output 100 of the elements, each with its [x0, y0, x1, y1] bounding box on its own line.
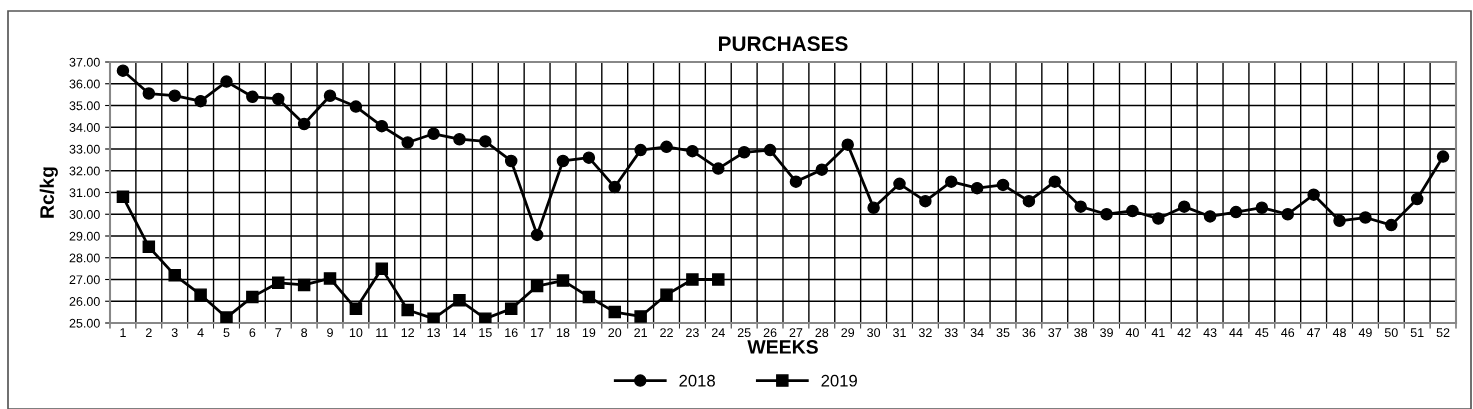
point: [867, 201, 880, 214]
x-tick-label: 48: [1332, 328, 1346, 338]
x-tick-label: 3: [171, 328, 178, 338]
point: [401, 303, 414, 317]
y-tick-label: 26.00: [69, 297, 100, 306]
point: [1307, 188, 1320, 201]
point: [297, 117, 311, 131]
point: [1100, 207, 1113, 221]
point: [271, 276, 285, 290]
point: [530, 279, 544, 293]
y-tick-label: 37.00: [69, 57, 100, 67]
point: [815, 163, 829, 176]
point: [1074, 200, 1087, 213]
x-tick-label: 27: [789, 328, 803, 337]
point: [1385, 218, 1398, 232]
x-tick-label: 12: [401, 328, 414, 337]
point: [763, 143, 777, 157]
x-tick-label: 9: [327, 328, 333, 338]
x-tick-label: 40: [1125, 328, 1139, 338]
x-tick-label: 43: [1203, 328, 1217, 338]
x-tick-label: 50: [1384, 328, 1398, 338]
point: [349, 302, 363, 316]
point: [1255, 201, 1269, 214]
x-axis-title: WEEKS: [747, 340, 818, 354]
point: [1152, 212, 1165, 225]
x-tick-label: 34: [970, 328, 984, 338]
x-tick-label: 10: [349, 328, 363, 338]
x-tick-label: 14: [453, 328, 467, 337]
point: [1410, 192, 1424, 206]
y-tick-label: 25.00: [69, 318, 100, 328]
point: [194, 94, 207, 108]
point: [323, 89, 337, 102]
x-tick-label: 42: [1177, 328, 1191, 337]
y-tick-label: 35.00: [69, 101, 100, 111]
x-tick-label: 35: [996, 328, 1010, 338]
x-tick-label: 44: [1229, 328, 1243, 337]
point: [686, 273, 699, 286]
x-tick-label: 37: [1048, 328, 1062, 338]
x-tick-label: 46: [1281, 328, 1295, 338]
point: [1048, 175, 1062, 188]
point: [349, 100, 363, 113]
y-tick-label: 31.00: [69, 188, 100, 198]
x-tick-label: 15: [479, 328, 492, 338]
y-tick-label: 27.00: [69, 275, 100, 285]
point: [375, 262, 389, 275]
x-tick-label: 18: [556, 328, 570, 338]
y-tick-label: 28.00: [69, 253, 100, 263]
point: [194, 288, 207, 301]
point: [479, 135, 492, 148]
point: [634, 143, 647, 157]
x-tick-label: 16: [505, 328, 518, 338]
point: [608, 180, 622, 194]
x-tick-label: 31: [893, 328, 906, 338]
point: [220, 75, 233, 88]
x-tick-label: 26: [763, 328, 777, 338]
point: [1126, 204, 1139, 218]
point: [919, 194, 932, 208]
point: [789, 175, 803, 188]
x-tick-label: 38: [1074, 328, 1088, 338]
x-tick-label: 33: [944, 328, 958, 338]
point: [556, 154, 570, 168]
x-tick-label: 4: [197, 328, 204, 337]
x-tick-label: 28: [815, 328, 829, 338]
x-tick-label: 39: [1100, 328, 1113, 338]
x-tick-label: 29: [841, 328, 855, 338]
point: [634, 310, 647, 323]
point: [504, 302, 518, 316]
y-tick-label: 36.00: [69, 79, 100, 89]
point: [582, 151, 596, 164]
point: [168, 268, 181, 282]
x-tick-label: 2: [145, 328, 152, 337]
point: [582, 290, 596, 304]
point: [893, 177, 906, 191]
point: [1333, 214, 1346, 228]
x-tick-label: 20: [608, 328, 622, 338]
x-tick-label: 36: [1022, 328, 1036, 338]
x-tick-label: 19: [582, 328, 596, 338]
point: [996, 178, 1010, 192]
point: [116, 64, 130, 77]
x-tick-label: 8: [301, 328, 308, 338]
point: [686, 144, 699, 158]
point: [660, 288, 673, 301]
x-tick-label: 23: [686, 328, 699, 338]
chart-title: PURCHASES: [718, 36, 848, 52]
point: [427, 127, 440, 141]
point: [556, 274, 570, 287]
point: [608, 305, 622, 319]
point: [297, 278, 311, 292]
x-tick-label: 11: [376, 328, 388, 337]
point: [323, 272, 337, 285]
point: [841, 138, 854, 151]
legend-label: 2018: [679, 374, 715, 387]
x-tick-label: 47: [1306, 328, 1320, 337]
x-tick-label: 21: [634, 328, 647, 337]
point: [453, 293, 466, 307]
point: [246, 90, 259, 104]
point: [271, 92, 285, 106]
x-tick-label: 49: [1358, 328, 1372, 338]
point: [427, 312, 440, 323]
point: [1359, 211, 1372, 224]
